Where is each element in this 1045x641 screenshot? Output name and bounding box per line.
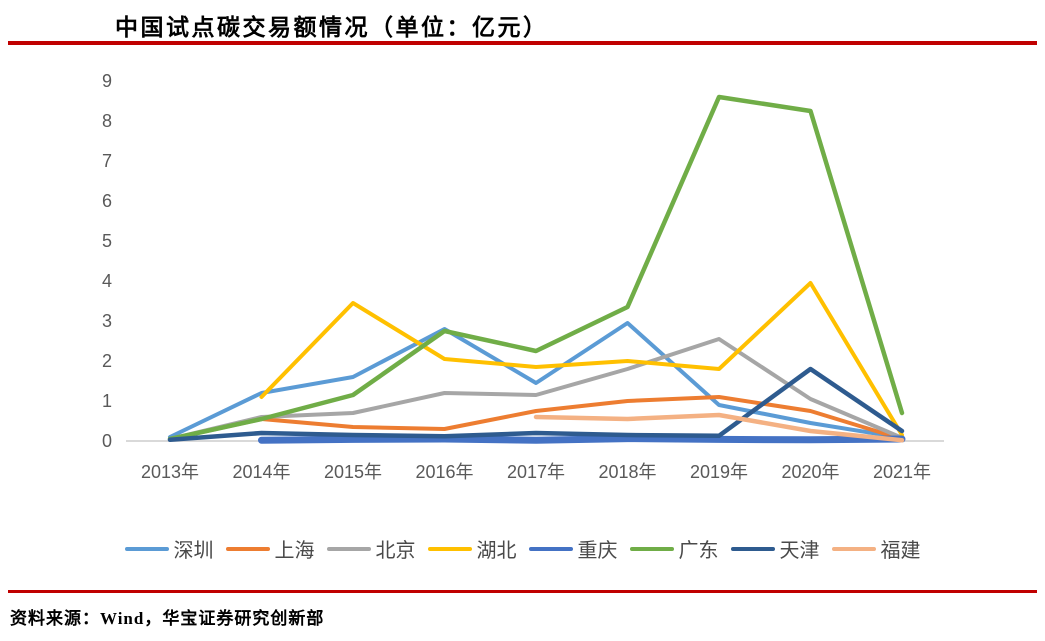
y-axis-tick-label: 7 <box>102 151 112 171</box>
chart-title: 中国试点碳交易额情况（单位：亿元） <box>115 15 549 40</box>
legend-swatch-shanghai <box>225 546 270 551</box>
legend-label-fujian: 福建 <box>880 540 921 562</box>
legend-swatch-tianjin <box>730 546 775 551</box>
legend-label-chongqing: 重庆 <box>577 540 618 562</box>
chart-legend: 深圳 上海 北京 湖北 重庆 广东 天津 福建 <box>0 534 1045 563</box>
legend-item-hubei: 湖北 <box>427 534 517 563</box>
y-axis-tick-label: 2 <box>102 351 112 371</box>
series-line-shenzhen <box>168 321 904 440</box>
legend-item-guangdong: 广东 <box>629 534 719 563</box>
bottom-divider-rule <box>8 590 1037 593</box>
y-axis-tick-label: 0 <box>102 431 112 451</box>
y-axis-tick-label: 9 <box>102 71 112 91</box>
legend-swatch-hubei <box>427 546 472 551</box>
x-axis-tick-label: 2013年 <box>141 462 199 482</box>
legend-label-guangdong: 广东 <box>678 540 719 562</box>
legend-label-hubei: 湖北 <box>476 540 517 562</box>
series-line-shanghai <box>168 395 904 441</box>
legend-label-beijing: 北京 <box>375 540 416 562</box>
legend-item-beijing: 北京 <box>326 534 416 563</box>
legend-swatch-fujian <box>831 546 876 551</box>
legend-label-tianjin: 天津 <box>779 540 820 562</box>
x-axis-tick-label: 2015年 <box>324 462 382 482</box>
y-axis-tick-label: 4 <box>102 271 112 291</box>
series-line-tianjin <box>167 366 905 443</box>
legend-item-shanghai: 上海 <box>225 534 315 563</box>
x-axis-tick-label: 2019年 <box>690 462 748 482</box>
x-axis-tick-label: 2020年 <box>781 462 839 482</box>
y-axis-tick-label: 1 <box>102 391 112 411</box>
y-axis-tick-label: 3 <box>102 311 112 331</box>
carbon-trading-line-chart: 0 1 2 3 4 5 6 7 8 9 2013年 2014年 2015年 2016年 2017年 2018年… <box>60 58 950 493</box>
series-line-hubei <box>259 281 904 437</box>
legend-swatch-beijing <box>326 546 371 551</box>
legend-item-tianjin: 天津 <box>730 534 820 563</box>
series-line-guangdong <box>167 94 905 442</box>
series-line-fujian <box>533 412 905 443</box>
legend-label-shenzhen: 深圳 <box>173 540 214 562</box>
y-axis-tick-label: 5 <box>102 231 112 251</box>
x-axis-tick-label: 2021年 <box>873 462 931 482</box>
top-divider-rule <box>8 41 1037 45</box>
legend-item-fujian: 福建 <box>831 534 921 563</box>
chart-canvas: 0 1 2 3 4 5 6 7 8 9 2013年 2014年 2015年 2016年 2017年 2018年… <box>102 71 944 482</box>
x-axis-tick-label: 2016年 <box>415 462 473 482</box>
series-line-chongqing <box>258 435 906 444</box>
legend-swatch-guangdong <box>629 546 674 551</box>
x-axis-tick-label: 2014年 <box>232 462 290 482</box>
legend-item-shenzhen: 深圳 <box>124 534 214 563</box>
y-axis-tick-label: 6 <box>102 191 112 211</box>
legend-swatch-chongqing <box>528 546 573 551</box>
x-axis-tick-label: 2017年 <box>507 462 565 482</box>
legend-label-shanghai: 上海 <box>274 540 315 562</box>
series-line-beijing <box>168 337 904 441</box>
legend-item-chongqing: 重庆 <box>528 534 618 563</box>
x-axis-tick-label: 2018年 <box>598 462 656 482</box>
source-note: 资料来源：Wind，华宝证券研究创新部 <box>10 609 325 628</box>
y-axis-tick-label: 8 <box>102 111 112 131</box>
legend-swatch-shenzhen <box>124 546 169 551</box>
